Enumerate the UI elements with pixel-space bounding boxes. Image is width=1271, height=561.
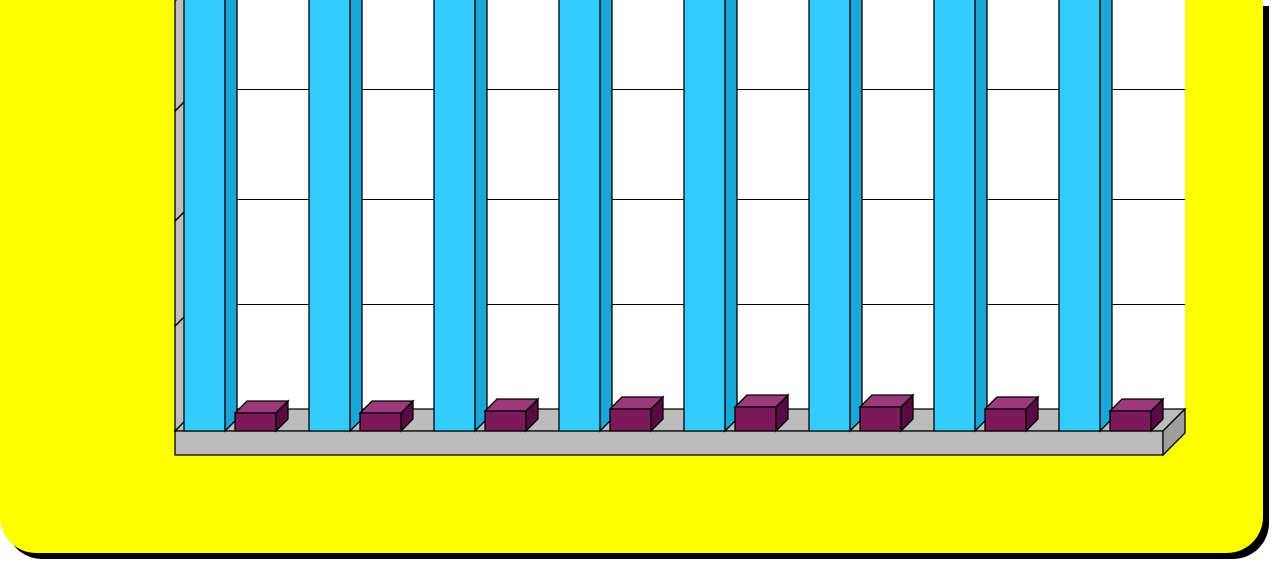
bar-series-a	[434, 0, 489, 433]
bar-series-b	[735, 395, 790, 433]
bar-series-b	[1110, 399, 1165, 433]
bar-series-b	[860, 395, 915, 433]
bar-series-b	[360, 401, 415, 433]
bar-series-a	[809, 0, 864, 433]
bar-series-b	[485, 399, 540, 433]
bar-series-b	[985, 397, 1040, 433]
bar-series-a	[684, 0, 739, 433]
bar-series-a	[934, 0, 989, 433]
bar-series-a	[309, 0, 364, 433]
chart: 0105210320430	[175, 0, 1185, 455]
bar-series-a	[1059, 0, 1114, 433]
bar-series-b	[235, 401, 290, 433]
bar-series-b	[610, 397, 665, 433]
bar-series-a	[559, 0, 614, 433]
bar-series-a	[184, 0, 239, 433]
